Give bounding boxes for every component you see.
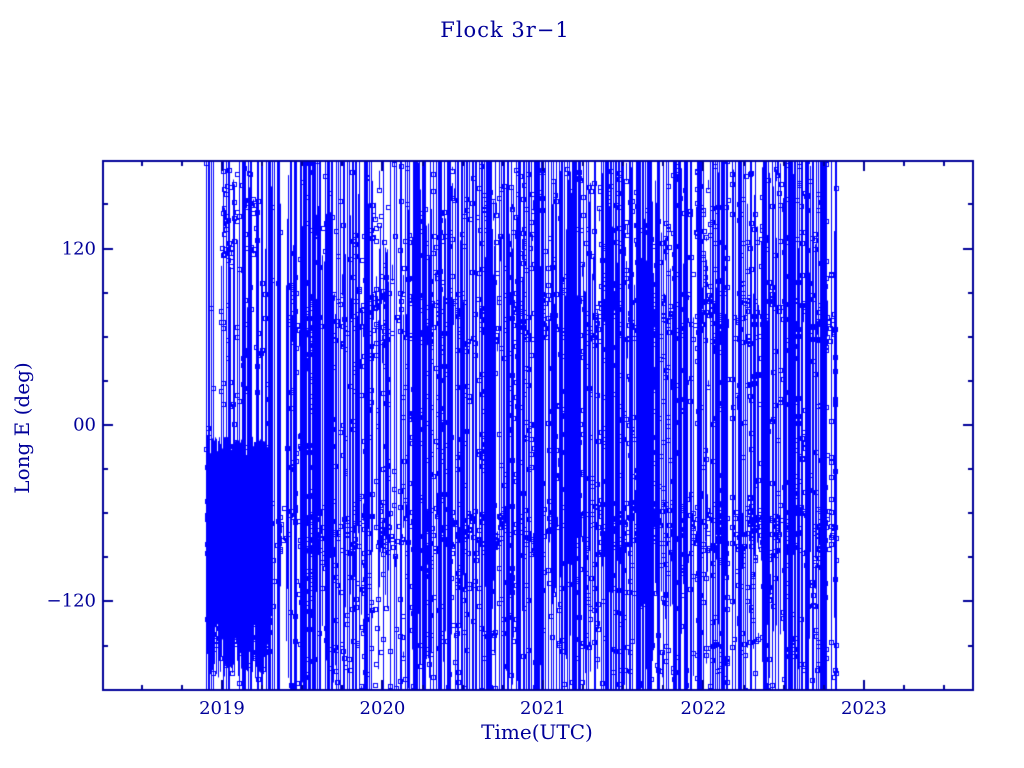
x-tick-label-2019: 2019: [199, 698, 245, 719]
y-axis-label: Long E (deg): [10, 362, 34, 494]
chart-title: Flock 3r−1: [440, 18, 570, 42]
x-tick-label-2023: 2023: [840, 698, 887, 719]
x-tick-label-2020: 2020: [359, 698, 406, 719]
y-tick-label-0: 00: [73, 414, 96, 436]
x-axis-label: Time(UTC): [481, 720, 593, 744]
y-tick-label-120: 120: [61, 238, 96, 259]
x-tick-label-2022: 2022: [680, 698, 727, 719]
x-tick-label-2021: 2021: [520, 698, 566, 719]
y-tick-label--120: −120: [46, 590, 96, 612]
